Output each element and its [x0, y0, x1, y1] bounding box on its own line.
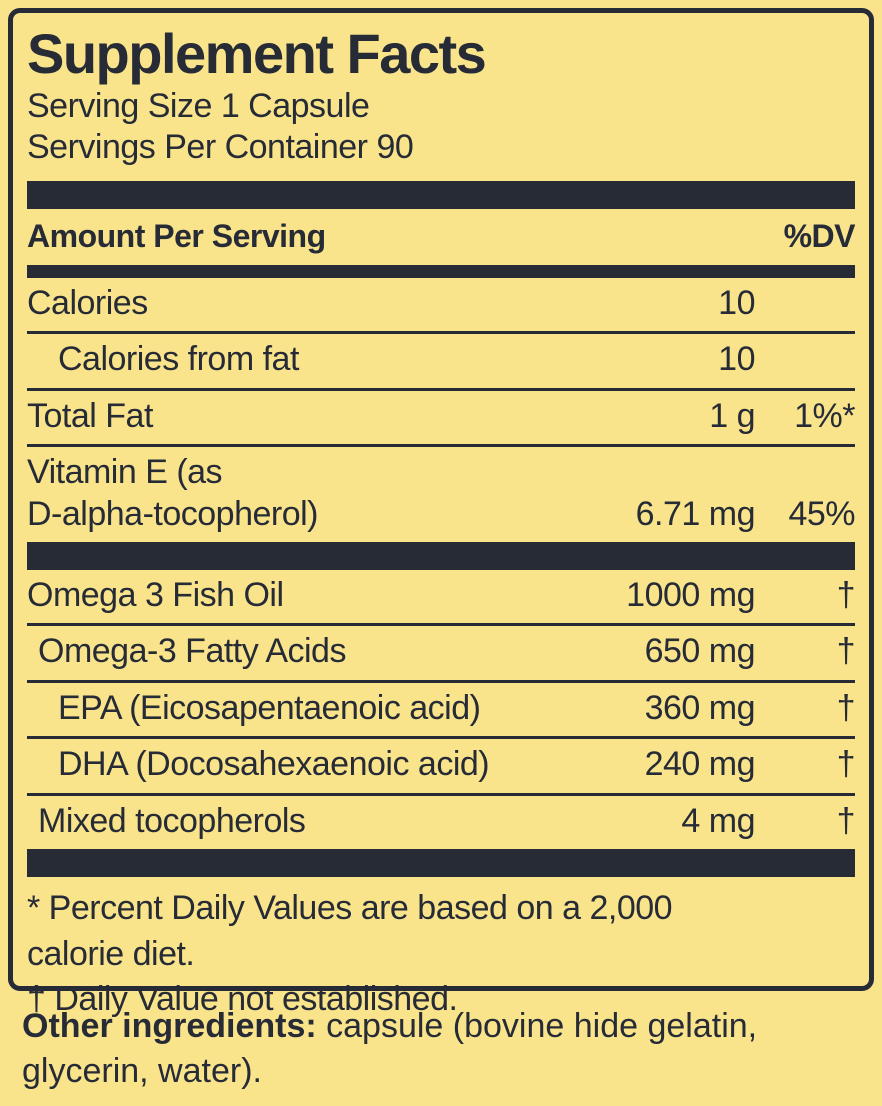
nutrient-amount: 10 [718, 340, 755, 379]
nutrient-row-vitamin-e: Vitamin E (as D-alpha-tocopherol) 6.71 m… [27, 447, 856, 542]
percent-dv-header: %DV [783, 217, 856, 254]
nutrient-amount: 360 mg [644, 688, 756, 727]
nutrient-dv: † [836, 576, 856, 614]
footnotes: * Percent Daily Values are based on a 2,… [27, 877, 855, 1022]
supplement-facts-panel: Supplement Facts Serving Size 1 Capsule … [8, 8, 874, 1018]
servings-per-container: Servings Per Container 90 [27, 128, 414, 167]
nutrient-row-mixed-tocopherols: Mixed tocopherols 4 mg † [27, 796, 856, 849]
nutrient-dv: † [836, 632, 856, 671]
nutrient-label: Mixed tocopherols [38, 801, 306, 840]
nutrient-row-omega3-fish-oil: Omega 3 Fish Oil 1000 mg † [27, 570, 856, 627]
nutrients-section-omega: Omega 3 Fish Oil 1000 mg † Omega-3 Fatty… [27, 570, 856, 849]
nutrient-dv: † [836, 801, 856, 840]
serving-size: Serving Size 1 Capsule [27, 86, 370, 125]
footnote-dagger: † Daily Value not established. [27, 979, 458, 1018]
nutrient-dv: 1%* [794, 396, 855, 435]
nutrient-dv: † [836, 688, 856, 727]
amount-per-serving-header: Amount Per Serving [27, 217, 326, 254]
nutrient-amount: 650 mg [644, 632, 756, 671]
nutrient-row-dha: DHA (Docosahexaenoic acid) 240 mg † [27, 739, 856, 796]
nutrient-row-omega3-fatty-acids: Omega-3 Fatty Acids 650 mg † [27, 626, 856, 683]
nutrient-label: Omega-3 Fatty Acids [38, 632, 346, 671]
nutrient-label: Total Fat [27, 396, 153, 435]
nutrient-dv: 45% [788, 494, 855, 533]
panel-title: Supplement Facts [27, 22, 487, 85]
section-divider-bottom [27, 849, 855, 878]
nutrient-label: Vitamin E (as D-alpha-tocopherol) [27, 453, 319, 533]
nutrient-row-calories: Calories 10 [27, 278, 855, 335]
nutrient-amount: 1000 mg [626, 576, 755, 614]
nutrient-amount: 4 mg [681, 801, 755, 840]
nutrient-row-calories-from-fat: Calories from fat 10 [27, 334, 855, 391]
section-divider-middle [27, 542, 855, 570]
nutrient-label: EPA (Eicosapentaenoic acid) [58, 688, 481, 727]
section-divider-top [27, 180, 855, 209]
other-ingredients: Other ingredients: capsule (bovine hide … [22, 1004, 862, 1094]
other-ingredients-label: Other ingredients: [22, 1007, 317, 1045]
nutrients-section-main: Calories 10 Calories from fat 10 Total F… [27, 278, 856, 542]
nutrient-amount: 240 mg [644, 745, 756, 784]
nutrient-amount: 10 [718, 283, 755, 322]
footnote-percent-dv: * Percent Daily Values are based on a 2,… [27, 889, 673, 973]
other-ingredients-text: capsule (bovine hide gelatin, glycerin, … [22, 1007, 758, 1090]
nutrient-label: Omega 3 Fish Oil [27, 576, 284, 614]
nutrient-label: Calories from fat [58, 340, 299, 379]
nutrient-label: DHA (Docosahexaenoic acid) [58, 745, 490, 784]
nutrient-amount: 1 g [709, 396, 755, 435]
nutrient-row-total-fat: Total Fat 1 g 1%* [27, 391, 856, 448]
nutrient-dv: † [836, 745, 856, 784]
nutrient-row-epa: EPA (Eicosapentaenoic acid) 360 mg † [27, 683, 856, 740]
column-header-row: Amount Per Serving %DV [27, 209, 856, 265]
nutrient-amount: 6.71 mg [635, 494, 756, 533]
header-divider [27, 264, 855, 278]
nutrient-label: Calories [27, 283, 148, 322]
